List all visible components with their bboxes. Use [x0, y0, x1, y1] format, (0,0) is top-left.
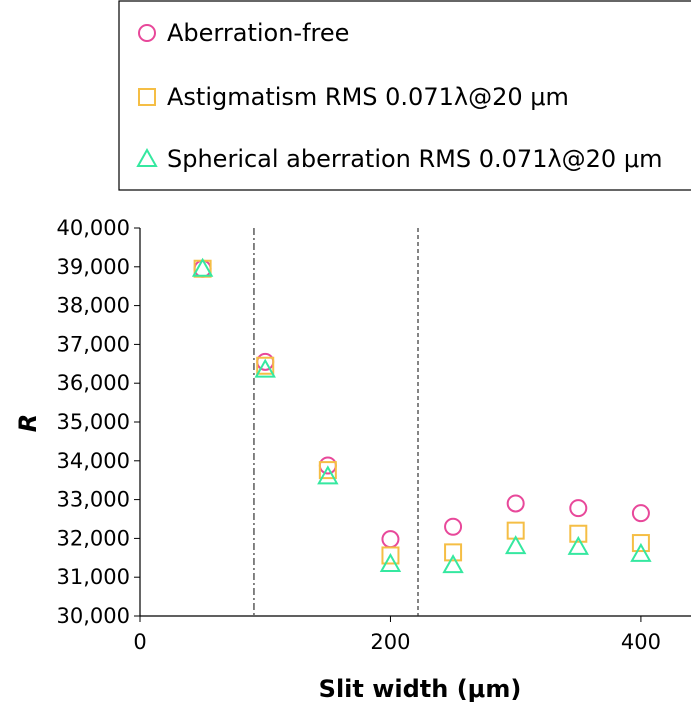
y-tick-label: 30,000 — [57, 604, 130, 628]
point-square — [256, 356, 275, 375]
point-circle — [444, 517, 463, 536]
point-circle — [506, 494, 525, 513]
point-square — [381, 546, 400, 565]
y-tick-label: 40,000 — [57, 216, 130, 240]
point-circle — [569, 499, 588, 518]
point-triangle — [191, 257, 214, 277]
x-axis-title: Slit width (μm) — [319, 675, 522, 702]
x-tick-label: 400 — [621, 630, 661, 654]
point-triangle — [317, 465, 339, 485]
point-circle — [381, 530, 400, 549]
point-triangle — [504, 535, 527, 555]
y-tick-label: 34,000 — [57, 449, 130, 473]
point-square — [444, 543, 463, 562]
data-marks — [191, 257, 652, 574]
point-triangle — [442, 554, 464, 574]
y-tick-label: 37,000 — [57, 332, 130, 356]
y-tick-label: 35,000 — [57, 410, 130, 434]
point-triangle — [379, 552, 402, 573]
y-tick-label: 31,000 — [57, 565, 130, 589]
point-triangle — [254, 358, 276, 378]
x-tick-label: 0 — [133, 630, 146, 654]
series-triangle — [191, 257, 652, 574]
legend-label: Spherical aberration RMS 0.071λ@20 μm — [167, 145, 662, 173]
y-tick-label: 33,000 — [57, 488, 130, 512]
legend-label: Aberration-free — [167, 19, 349, 47]
y-axis-title: R — [14, 414, 42, 432]
y-tick-label: 32,000 — [57, 526, 130, 550]
point-triangle — [567, 535, 590, 555]
series-circle — [193, 259, 650, 549]
legend-label: Astigmatism RMS 0.071λ@20 μm — [167, 83, 569, 111]
y-tick-label: 36,000 — [57, 371, 130, 395]
legend-box — [118, 0, 691, 191]
legend-marker-triangle — [136, 147, 158, 167]
reference-lines — [253, 228, 419, 616]
point-triangle — [630, 542, 652, 562]
legend-marker-square — [138, 88, 156, 106]
point-circle — [631, 504, 650, 523]
point-square — [318, 461, 337, 480]
axes: 30,000 31,000 32,000 33,000 34,000 35,000 36,0… — [57, 216, 691, 654]
series-square — [193, 259, 650, 565]
point-square — [631, 534, 650, 553]
legend: Aberration-free Astigmatism RMS 0.071λ@20… — [118, 0, 691, 191]
y-tick-label: 39,000 — [57, 255, 130, 279]
y-tick-label: 38,000 — [57, 294, 130, 318]
x-tick-label: 200 — [370, 630, 410, 654]
legend-marker-circle — [138, 24, 156, 42]
point-square — [569, 524, 588, 543]
